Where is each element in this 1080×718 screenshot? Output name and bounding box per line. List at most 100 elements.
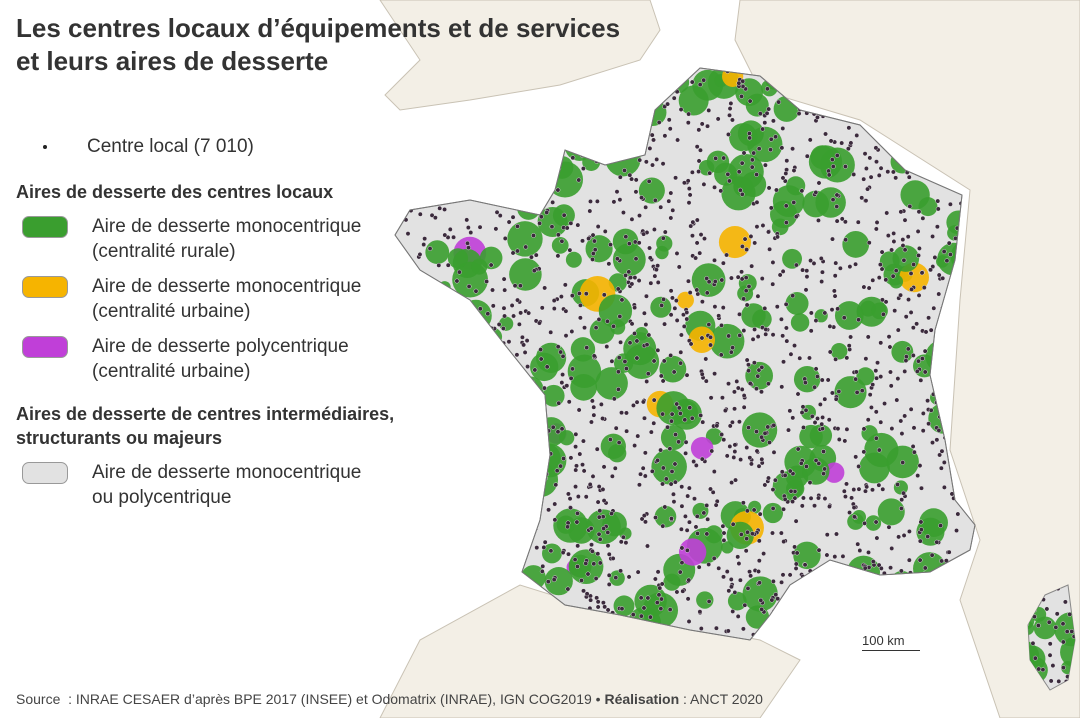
local-centre — [491, 468, 497, 474]
local-centre — [783, 203, 789, 209]
local-centre — [762, 305, 768, 311]
local-centre — [402, 445, 408, 450]
local-centre — [747, 569, 752, 575]
local-centre — [634, 355, 640, 361]
local-centre — [937, 452, 943, 458]
local-centre — [892, 308, 898, 314]
local-centre — [699, 371, 705, 377]
local-centre — [799, 503, 805, 509]
local-centre — [889, 667, 894, 673]
local-centre — [575, 93, 581, 99]
local-centre — [794, 550, 800, 556]
local-centre — [669, 411, 675, 417]
local-centre — [647, 115, 652, 121]
local-centre — [780, 572, 786, 578]
local-centre — [737, 311, 742, 317]
local-centre — [396, 200, 402, 206]
local-centre — [864, 166, 869, 171]
local-centre — [919, 656, 925, 662]
local-centre — [689, 79, 695, 85]
local-centre — [568, 455, 574, 461]
local-centre — [633, 256, 639, 262]
service-area — [598, 294, 633, 328]
local-centre — [405, 134, 411, 140]
local-centre — [541, 122, 547, 128]
service-area — [414, 286, 428, 300]
local-centre — [781, 539, 787, 544]
local-centre — [827, 323, 833, 329]
local-centre — [735, 614, 741, 619]
local-centre — [556, 136, 562, 142]
local-centre — [750, 336, 756, 342]
local-centre — [895, 376, 901, 382]
service-area — [847, 513, 864, 530]
local-centre — [873, 626, 879, 631]
local-centre — [941, 249, 947, 254]
service-area — [655, 245, 669, 260]
local-centre — [849, 495, 855, 501]
service-area — [425, 240, 450, 265]
service-area — [718, 226, 752, 259]
local-centre — [848, 140, 854, 146]
service-area — [451, 154, 483, 187]
local-centre — [934, 224, 940, 230]
local-centre — [605, 543, 611, 549]
local-centre — [919, 485, 924, 491]
local-centre — [555, 429, 561, 435]
local-centre — [694, 240, 700, 246]
local-centre — [750, 531, 755, 537]
local-centre — [624, 428, 630, 434]
local-centre — [875, 627, 881, 633]
local-centre — [907, 203, 913, 209]
local-centre — [475, 402, 481, 407]
local-centre — [425, 410, 431, 416]
local-centre — [787, 408, 793, 414]
local-centre — [671, 369, 677, 375]
service-area — [834, 376, 867, 409]
local-centre — [545, 87, 551, 92]
local-centre — [424, 295, 430, 301]
service-area — [623, 95, 645, 116]
local-centre — [601, 464, 607, 470]
local-centre — [916, 292, 922, 298]
local-centre — [736, 169, 742, 175]
local-centre — [684, 372, 690, 378]
local-centre — [938, 523, 944, 529]
local-centre — [588, 95, 594, 101]
local-centre — [461, 560, 467, 566]
local-centre — [862, 151, 868, 157]
local-centre — [591, 412, 597, 418]
local-centre — [456, 110, 462, 116]
local-centre — [701, 181, 707, 187]
local-centre — [450, 608, 456, 614]
local-centre — [573, 431, 579, 437]
local-centre — [666, 68, 671, 69]
local-centre — [706, 562, 712, 567]
local-centre — [516, 136, 522, 142]
local-centre — [586, 236, 591, 241]
local-centre — [597, 156, 602, 162]
local-centre — [580, 462, 585, 468]
local-centre — [419, 115, 425, 121]
local-centre — [833, 396, 839, 402]
local-centre — [788, 351, 794, 357]
local-centre — [431, 353, 437, 359]
local-centre — [826, 417, 832, 423]
local-centre — [500, 326, 506, 331]
local-centre — [419, 495, 425, 501]
local-centre — [668, 312, 674, 318]
local-centre — [617, 174, 623, 180]
local-centre — [485, 439, 491, 444]
local-centre — [928, 267, 933, 273]
local-centre — [635, 433, 641, 439]
local-centre — [597, 560, 603, 566]
local-centre — [644, 88, 649, 94]
local-centre — [917, 245, 922, 251]
local-centre — [413, 171, 419, 177]
local-centre — [851, 505, 857, 510]
local-centre — [431, 413, 437, 418]
local-centre — [866, 240, 872, 246]
local-centre — [612, 465, 618, 471]
local-centre — [954, 480, 960, 486]
local-centre — [631, 91, 637, 97]
